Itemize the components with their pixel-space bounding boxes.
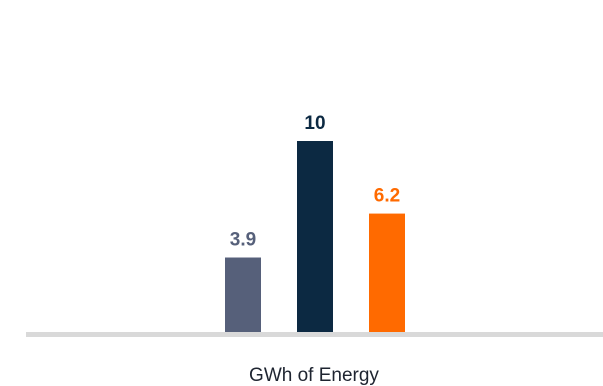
x-axis-title: GWh of Energy xyxy=(249,365,379,386)
bar-value-label-3: 6.2 xyxy=(374,186,400,207)
bars-group xyxy=(225,141,405,332)
bar-1 xyxy=(225,257,261,332)
bar-value-label-2: 10 xyxy=(304,113,325,134)
bar-2 xyxy=(297,141,333,332)
bar-3 xyxy=(369,213,405,332)
x-axis-baseline xyxy=(26,332,603,337)
value-labels-group: 3.9 10 6.2 xyxy=(230,113,400,251)
bar-value-label-1: 3.9 xyxy=(230,230,256,251)
